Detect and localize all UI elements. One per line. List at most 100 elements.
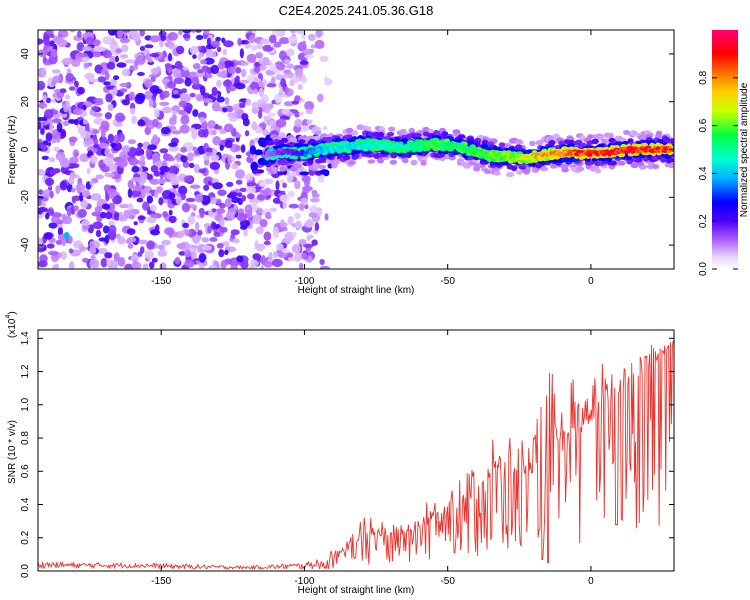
noise-blob bbox=[102, 225, 110, 234]
noise-blob bbox=[199, 116, 206, 123]
noise-blob bbox=[51, 98, 57, 104]
noise-blob bbox=[243, 229, 249, 237]
noise-blob bbox=[319, 265, 330, 269]
noise-blob bbox=[178, 100, 187, 108]
signal-blob bbox=[348, 160, 357, 165]
noise-blob bbox=[324, 213, 329, 221]
noise-blob bbox=[272, 226, 279, 235]
colorbar-tick-label: 0.8 bbox=[698, 70, 709, 84]
noise-blob bbox=[46, 243, 55, 249]
noise-blob bbox=[144, 44, 154, 49]
noise-blob bbox=[92, 221, 104, 230]
noise-blob bbox=[188, 162, 195, 169]
noise-blob bbox=[282, 201, 288, 209]
noise-blob bbox=[142, 201, 150, 211]
noise-blob bbox=[117, 132, 125, 143]
noise-blob bbox=[85, 36, 94, 45]
noise-blob bbox=[104, 112, 112, 120]
noise-blob bbox=[172, 110, 177, 116]
signal-blob bbox=[668, 157, 674, 163]
noise-blob bbox=[78, 244, 85, 253]
noise-blob bbox=[203, 184, 210, 191]
signal-blob bbox=[390, 153, 398, 159]
noise-blob bbox=[38, 38, 44, 45]
colorbar-tick-label: 0.4 bbox=[698, 166, 709, 180]
noise-blob bbox=[70, 30, 76, 33]
noise-blob bbox=[151, 152, 161, 163]
signal-blob bbox=[420, 160, 427, 166]
colorbar-tick-label: 0.6 bbox=[698, 118, 709, 132]
noise-blob bbox=[139, 171, 148, 181]
noise-blob bbox=[115, 55, 119, 63]
noise-blob bbox=[309, 205, 319, 215]
noise-blob bbox=[147, 61, 155, 65]
noise-blob bbox=[94, 206, 103, 213]
noise-blob bbox=[74, 80, 79, 88]
signal-blob bbox=[540, 166, 549, 172]
noise-blob bbox=[91, 106, 99, 111]
signal-blob bbox=[597, 135, 605, 141]
noise-blob bbox=[156, 186, 163, 194]
noise-blob bbox=[106, 259, 111, 266]
noise-blob bbox=[119, 37, 130, 44]
noise-blob bbox=[152, 134, 159, 144]
y-tick-label: 1.0 bbox=[20, 397, 31, 411]
noise-blob bbox=[158, 197, 164, 206]
y-tick-label: 0.8 bbox=[20, 431, 31, 445]
signal-blob bbox=[414, 133, 422, 138]
noise-blob bbox=[287, 190, 295, 198]
noise-blob bbox=[256, 43, 263, 50]
noise-blob bbox=[221, 241, 230, 247]
noise-blob bbox=[81, 219, 91, 226]
noise-blob bbox=[235, 67, 242, 74]
noise-blob bbox=[139, 30, 145, 37]
noise-blob bbox=[222, 107, 228, 113]
signal-blob bbox=[635, 158, 643, 163]
colorbar-tick-label: 0.2 bbox=[698, 214, 709, 228]
noise-blob bbox=[276, 62, 286, 71]
noise-blob bbox=[84, 137, 94, 146]
noise-blob bbox=[240, 61, 249, 66]
noise-blob bbox=[185, 197, 196, 203]
noise-blob bbox=[256, 194, 266, 201]
noise-blob bbox=[171, 94, 181, 99]
y-tick-label: -40 bbox=[20, 237, 31, 252]
noise-blob bbox=[173, 89, 179, 95]
svg-text:(x104): (x104) bbox=[5, 311, 18, 338]
noise-blob bbox=[198, 168, 207, 174]
noise-blob bbox=[294, 118, 303, 128]
signal-blob bbox=[561, 157, 568, 162]
noise-blob bbox=[138, 179, 144, 187]
noise-blob bbox=[56, 38, 68, 48]
noise-blob bbox=[118, 215, 128, 222]
noise-blob bbox=[301, 40, 307, 45]
signal-blob bbox=[575, 166, 585, 172]
noise-blob bbox=[71, 196, 77, 204]
signal-blob bbox=[609, 160, 617, 166]
noise-blob bbox=[216, 96, 225, 103]
noise-blob bbox=[59, 88, 65, 93]
noise-blob bbox=[109, 78, 118, 87]
noise-blob bbox=[300, 252, 308, 260]
noise-blob bbox=[104, 147, 111, 157]
signal-blob bbox=[317, 164, 327, 170]
noise-blob bbox=[304, 54, 314, 59]
noise-blob bbox=[307, 33, 316, 42]
noise-blob bbox=[304, 204, 309, 210]
noise-blob bbox=[263, 115, 272, 121]
noise-blob bbox=[159, 262, 167, 269]
signal-blob bbox=[374, 144, 379, 148]
noise-blob bbox=[199, 262, 204, 269]
noise-blob bbox=[234, 145, 241, 152]
noise-blob bbox=[101, 203, 111, 210]
signal-blob bbox=[607, 132, 614, 139]
noise-blob bbox=[38, 206, 48, 213]
signal-blob bbox=[621, 147, 628, 151]
noise-blob bbox=[180, 155, 188, 163]
signal-blob bbox=[317, 157, 326, 163]
noise-blob bbox=[211, 129, 217, 136]
noise-blob bbox=[184, 259, 195, 268]
noise-blob bbox=[103, 81, 111, 86]
noise-blob bbox=[245, 173, 253, 182]
noise-blob bbox=[302, 185, 313, 192]
